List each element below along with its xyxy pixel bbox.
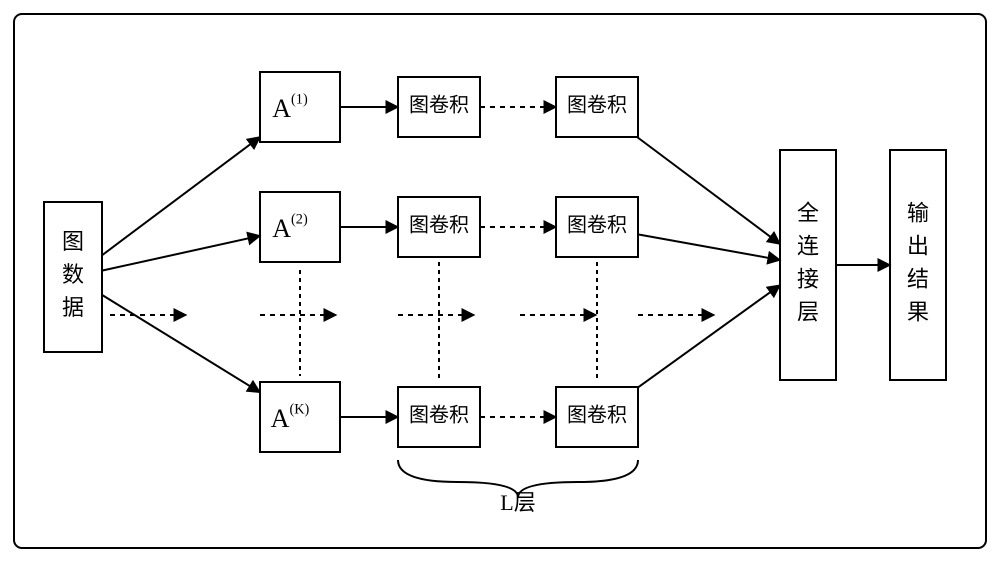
brace-label: L层 xyxy=(500,490,535,515)
node-gc1b: 图卷积 xyxy=(398,197,480,257)
node-gc2b-label: 图卷积 xyxy=(567,214,627,237)
node-a2: A(2) xyxy=(260,192,340,262)
node-out: 输出结果 xyxy=(890,150,946,380)
edge xyxy=(638,285,780,387)
node-input: 图数据 xyxy=(44,202,102,352)
node-fc-label-line: 连 xyxy=(797,234,819,259)
node-input-label-line: 据 xyxy=(62,295,84,320)
edge xyxy=(638,234,780,260)
edge xyxy=(102,137,260,255)
node-input-label-line: 数 xyxy=(62,262,84,287)
node-out-label-line: 果 xyxy=(907,300,929,325)
node-out-label-line: 输 xyxy=(907,201,929,226)
edge xyxy=(637,137,780,244)
node-gc1c: 图卷积 xyxy=(398,387,480,447)
node-a1: A(1) xyxy=(260,72,340,142)
node-fc-label-line: 接 xyxy=(797,267,819,292)
edge xyxy=(102,236,260,271)
edge xyxy=(102,295,260,392)
node-gc1a: 图卷积 xyxy=(398,77,480,137)
node-gc2c: 图卷积 xyxy=(556,387,638,447)
node-fc-label-line: 层 xyxy=(797,300,819,325)
node-out-label-line: 出 xyxy=(907,234,929,259)
node-gc1a-label: 图卷积 xyxy=(409,94,469,117)
node-input-label-line: 图 xyxy=(62,229,84,254)
node-gc2b: 图卷积 xyxy=(556,197,638,257)
diagram-frame xyxy=(14,14,986,548)
node-gc1b-label: 图卷积 xyxy=(409,214,469,237)
node-gc2c-label: 图卷积 xyxy=(567,404,627,427)
node-out-label-line: 结 xyxy=(907,267,929,292)
node-gc2a-label: 图卷积 xyxy=(567,94,627,117)
node-gc2a: 图卷积 xyxy=(556,77,638,137)
node-gc1c-label: 图卷积 xyxy=(409,404,469,427)
node-ak: A(K) xyxy=(260,382,340,452)
node-fc: 全连接层 xyxy=(780,150,836,380)
node-fc-label-line: 全 xyxy=(797,201,819,226)
